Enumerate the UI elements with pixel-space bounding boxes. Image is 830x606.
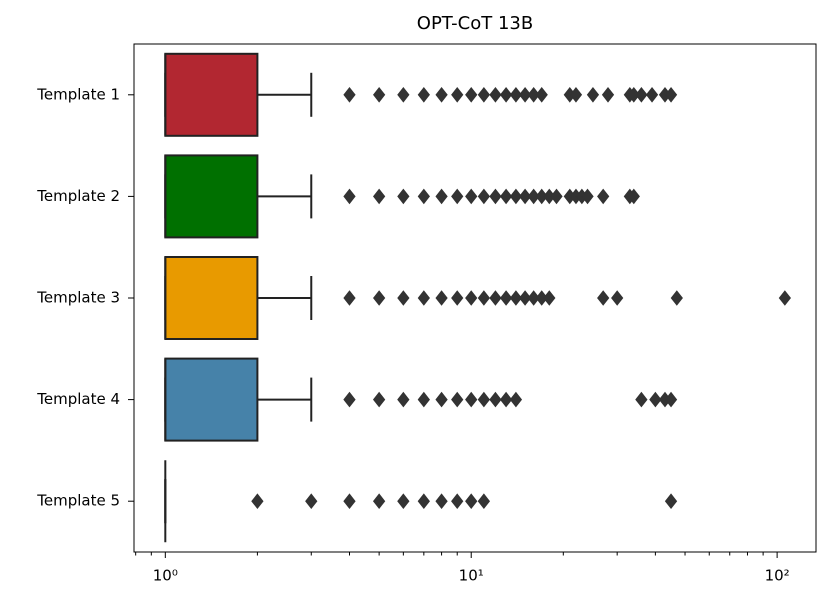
outlier [435, 391, 448, 408]
outlier [343, 86, 356, 103]
outlier [417, 391, 430, 408]
outlier [569, 86, 583, 103]
outlier [343, 391, 356, 408]
x-tick-label: 10¹ [459, 567, 484, 585]
outlier [778, 290, 791, 306]
outlier [601, 86, 615, 103]
outlier [343, 493, 356, 510]
outlier [597, 290, 610, 306]
outlier [372, 493, 386, 510]
outlier [465, 493, 478, 510]
outlier [670, 290, 683, 306]
outlier [417, 290, 430, 306]
outlier [417, 493, 430, 510]
outlier [535, 86, 548, 103]
y-tick-label: Template 1 [36, 85, 120, 103]
y-tick-label: Template 3 [36, 289, 120, 307]
outlier [251, 493, 264, 510]
outlier [451, 290, 464, 306]
outlier [372, 86, 386, 103]
outlier [397, 86, 410, 103]
outlier [465, 188, 478, 205]
outlier [372, 290, 386, 306]
outlier [664, 86, 678, 103]
outlier [451, 86, 464, 103]
y-tick-label: Template 4 [36, 390, 120, 408]
outlier [586, 86, 600, 103]
outlier [435, 86, 448, 103]
outlier [635, 391, 648, 408]
outlier [435, 188, 448, 205]
outlier [417, 188, 430, 205]
outlier [664, 391, 678, 408]
outlier [509, 391, 523, 408]
outlier [611, 290, 624, 306]
outlier [550, 188, 563, 205]
outlier [543, 290, 556, 306]
outlier [451, 391, 464, 408]
outlier [627, 188, 640, 205]
outlier [305, 493, 318, 510]
outlier [477, 493, 491, 510]
outlier [664, 493, 678, 510]
outlier [581, 188, 594, 205]
box [164, 357, 259, 442]
x-tick-label: 10⁰ [153, 567, 178, 585]
outlier [465, 86, 478, 103]
box [164, 154, 259, 239]
outlier [417, 86, 430, 103]
chart-title: OPT-CoT 13B [417, 13, 533, 34]
outlier [645, 86, 659, 103]
outlier [451, 188, 464, 205]
outlier [451, 493, 464, 510]
outlier [397, 391, 410, 408]
y-tick-label: Template 2 [36, 187, 120, 205]
outlier [397, 290, 410, 306]
outlier [435, 493, 448, 510]
outlier [597, 188, 610, 205]
outlier [465, 391, 478, 408]
outlier [372, 391, 386, 408]
y-tick-label: Template 5 [36, 492, 120, 510]
outlier [372, 188, 386, 205]
outlier [465, 290, 478, 306]
outlier [435, 290, 448, 306]
outlier [343, 188, 356, 205]
outlier [343, 290, 356, 306]
box [164, 52, 259, 137]
outlier [397, 188, 410, 205]
outlier [397, 493, 410, 510]
box [164, 256, 259, 340]
x-tick-label: 10² [765, 567, 790, 585]
